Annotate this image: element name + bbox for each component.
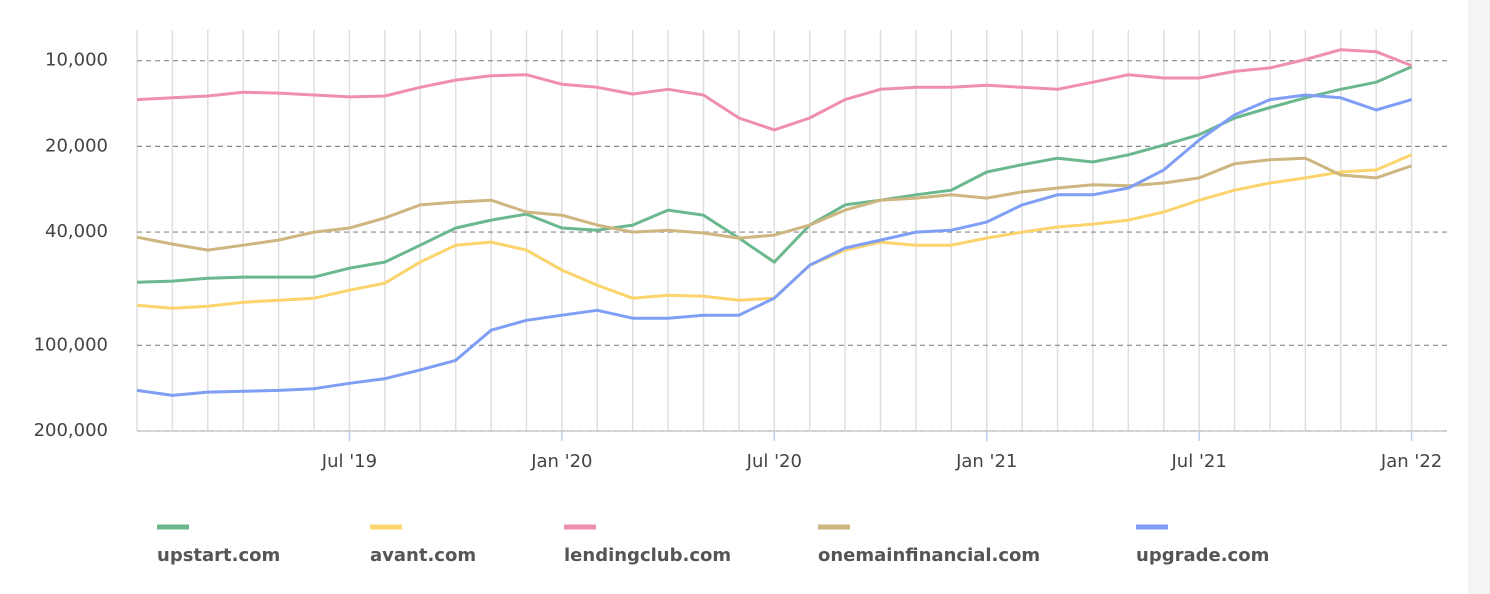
legend-label: avant.com	[370, 545, 476, 566]
x-tick-label: Jan '21	[955, 451, 1017, 472]
y-tick-label: 20,000	[45, 135, 108, 156]
x-tick-label: Jul '19	[321, 451, 377, 472]
series-line	[136, 156, 1413, 252]
x-tick-label: Jan '20	[530, 451, 592, 472]
y-tick-label: 10,000	[45, 50, 108, 71]
legend-label: onemainfinancial.com	[818, 545, 1040, 566]
y-tick-label: 100,000	[34, 334, 108, 355]
series-line	[136, 48, 1413, 132]
y-tick-label: 40,000	[45, 221, 108, 242]
legend-label: upgrade.com	[1136, 545, 1269, 566]
y-tick-label: 200,000	[34, 420, 108, 441]
x-tick-label: Jul '20	[746, 451, 802, 472]
series-line	[136, 93, 1413, 397]
series-line	[136, 65, 1413, 284]
x-tick-label: Jul '21	[1171, 451, 1227, 472]
x-tick-label: Jan '22	[1380, 451, 1442, 472]
legend-label: upstart.com	[157, 545, 280, 566]
legend-label: lendingclub.com	[564, 545, 731, 566]
